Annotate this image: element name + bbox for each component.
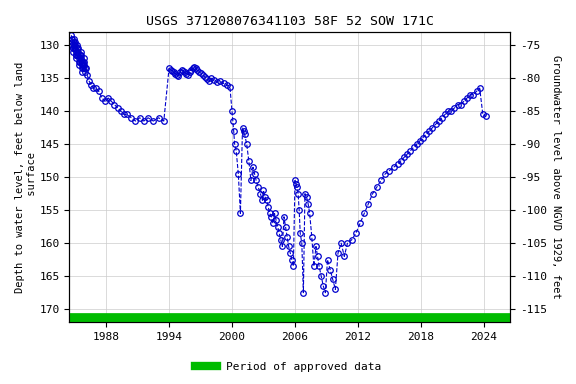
Y-axis label: Depth to water level, feet below land
 surface: Depth to water level, feet below land su…	[15, 61, 37, 293]
Title: USGS 371208076341103 58F 52 SOW 171C: USGS 371208076341103 58F 52 SOW 171C	[146, 15, 434, 28]
Legend: Period of approved data: Period of approved data	[191, 358, 385, 377]
Y-axis label: Groundwater level above NGVD 1929, feet: Groundwater level above NGVD 1929, feet	[551, 55, 561, 299]
